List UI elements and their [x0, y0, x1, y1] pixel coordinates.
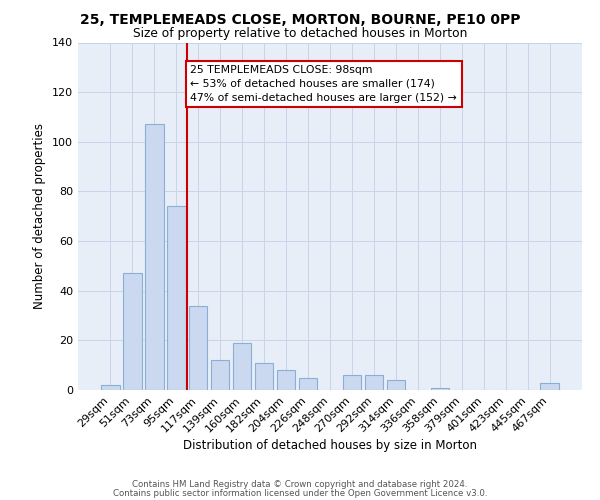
Bar: [233, 343, 251, 390]
Y-axis label: Number of detached properties: Number of detached properties: [34, 123, 46, 309]
Bar: [299, 378, 317, 390]
Bar: [386, 380, 405, 390]
Bar: [343, 375, 361, 390]
Bar: [189, 306, 208, 390]
X-axis label: Distribution of detached houses by size in Morton: Distribution of detached houses by size …: [183, 440, 477, 452]
Text: Contains HM Land Registry data © Crown copyright and database right 2024.: Contains HM Land Registry data © Crown c…: [132, 480, 468, 489]
Bar: [211, 360, 229, 390]
Text: 25 TEMPLEMEADS CLOSE: 98sqm
← 53% of detached houses are smaller (174)
47% of se: 25 TEMPLEMEADS CLOSE: 98sqm ← 53% of det…: [190, 65, 457, 103]
Bar: [255, 362, 274, 390]
Bar: [123, 274, 142, 390]
Bar: [277, 370, 295, 390]
Bar: [145, 124, 164, 390]
Bar: [101, 385, 119, 390]
Text: Contains public sector information licensed under the Open Government Licence v3: Contains public sector information licen…: [113, 488, 487, 498]
Bar: [541, 382, 559, 390]
Text: Size of property relative to detached houses in Morton: Size of property relative to detached ho…: [133, 28, 467, 40]
Bar: [167, 206, 185, 390]
Text: 25, TEMPLEMEADS CLOSE, MORTON, BOURNE, PE10 0PP: 25, TEMPLEMEADS CLOSE, MORTON, BOURNE, P…: [80, 12, 520, 26]
Bar: [431, 388, 449, 390]
Bar: [365, 375, 383, 390]
